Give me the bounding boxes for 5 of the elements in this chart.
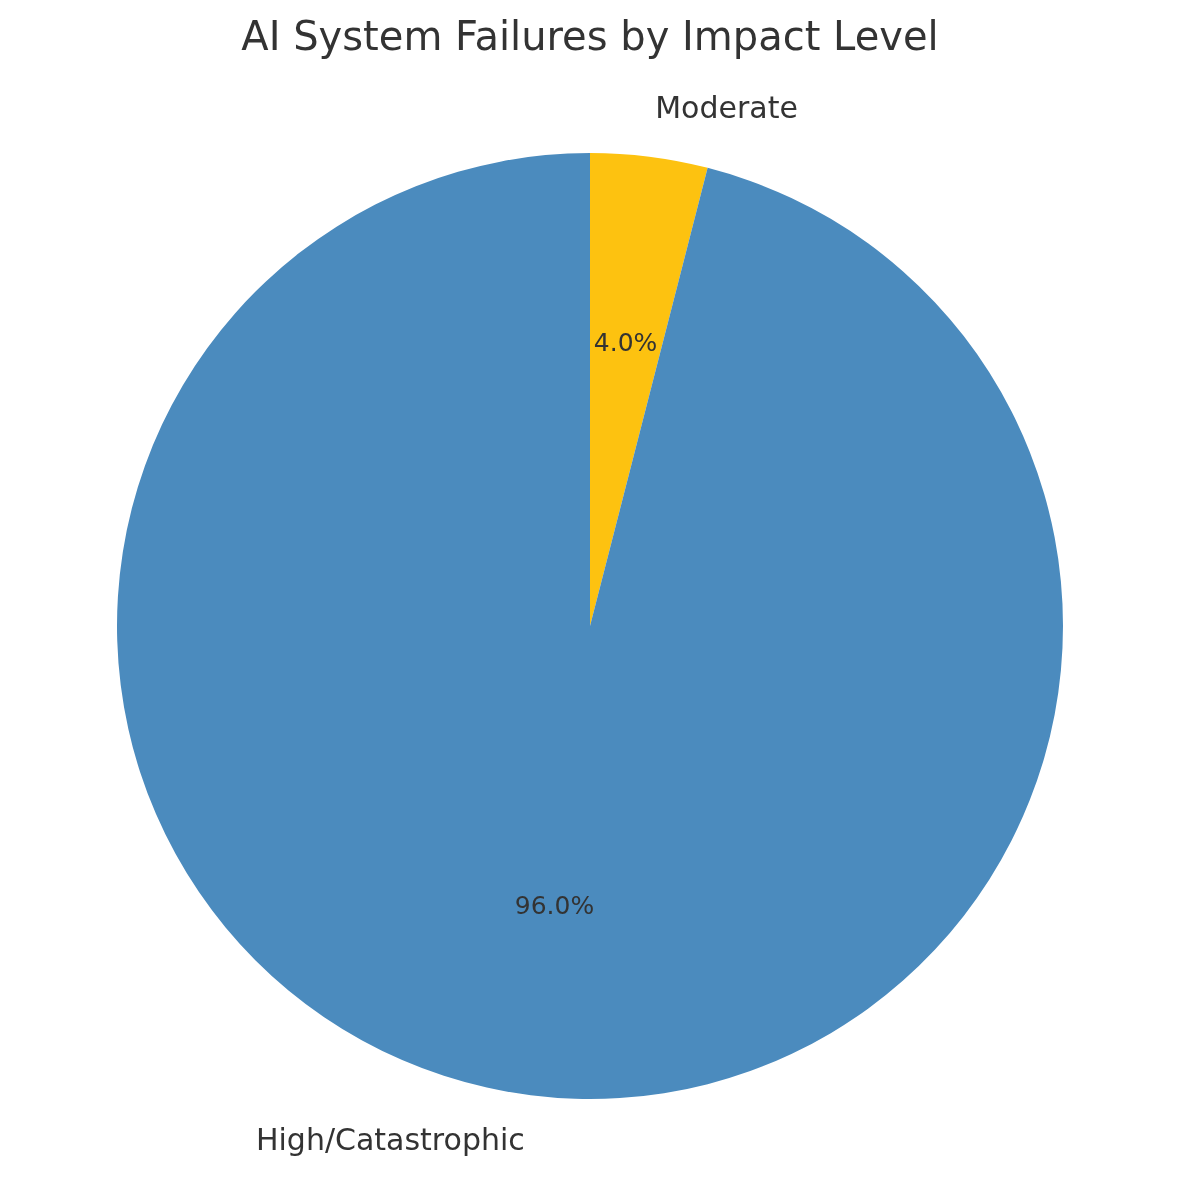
chart-title: AI System Failures by Impact Level <box>241 13 939 60</box>
slice-label: High/Catastrophic <box>255 1121 525 1157</box>
slice-label: Moderate <box>655 89 798 125</box>
data-label: 4.0% <box>593 327 658 357</box>
data-label: 96.0% <box>514 891 595 921</box>
